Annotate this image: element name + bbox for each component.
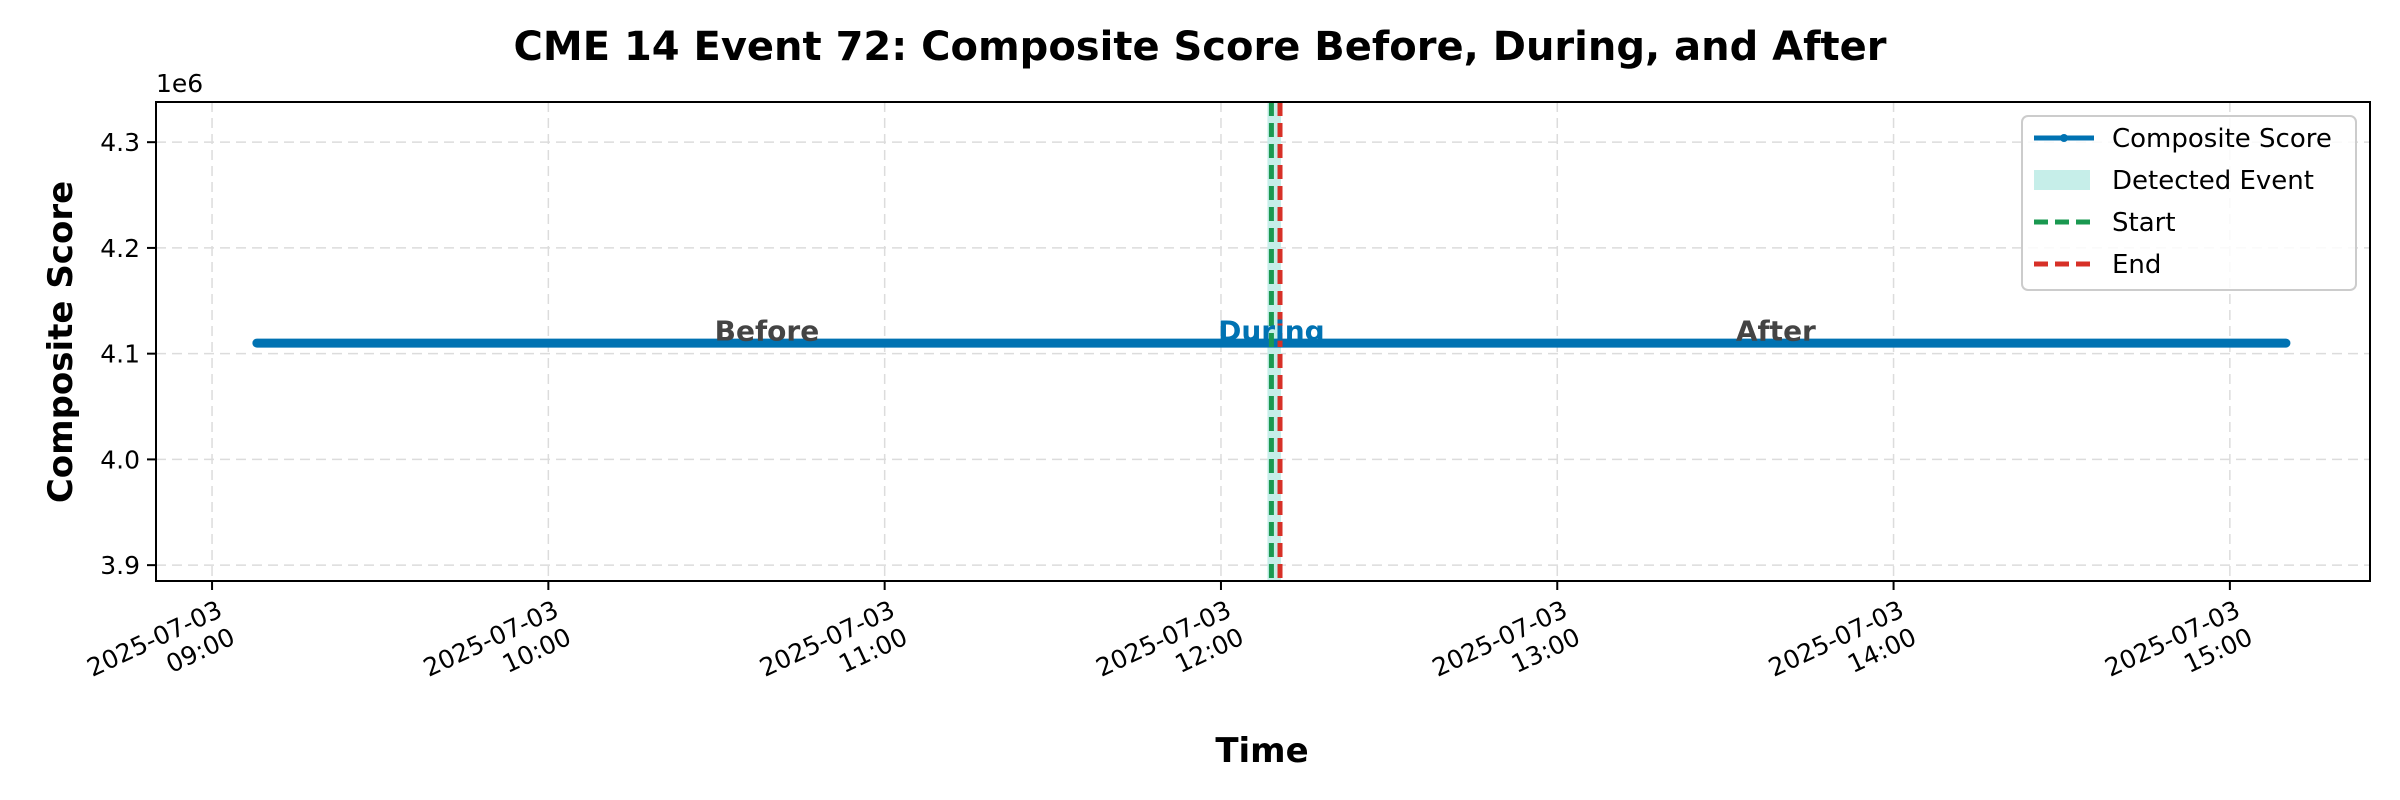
legend-swatch-detected-event [2034,170,2090,190]
legend-label-detected-event: Detected Event [2112,166,2314,196]
chart-title: CME 14 Event 72: Composite Score Before,… [514,24,1887,70]
y-tick-label: 4.0 [100,445,140,474]
legend-label-end: End [2112,250,2161,280]
legend-marker-composite-score [2060,134,2068,142]
legend-label-start: Start [2112,208,2176,238]
legend-box [2021,115,2357,291]
y-tick-label: 4.3 [100,128,140,157]
y-axis-ticks: 3.9 4.0 4.1 4.2 4.3 [100,128,156,580]
plot-frame [155,101,2371,582]
y-axis-label: Composite Score [41,181,81,503]
region-label: Before [715,315,820,348]
legend: Composite Score Detected Event Start End [2021,115,2357,291]
region-label: During [1218,315,1325,348]
legend-label-composite-score: Composite Score [2112,124,2332,154]
region-label: After [1736,315,1816,348]
y-offset-label: 1e6 [156,69,203,98]
series-lines [252,102,2291,581]
y-tick-label: 3.9 [100,551,140,580]
y-tick-label: 4.2 [100,234,140,263]
region-labels: Before During After [715,315,1816,348]
x-axis-label: Time [1215,731,1308,771]
grid-lines [156,102,2370,581]
y-tick-label: 4.1 [100,340,140,369]
